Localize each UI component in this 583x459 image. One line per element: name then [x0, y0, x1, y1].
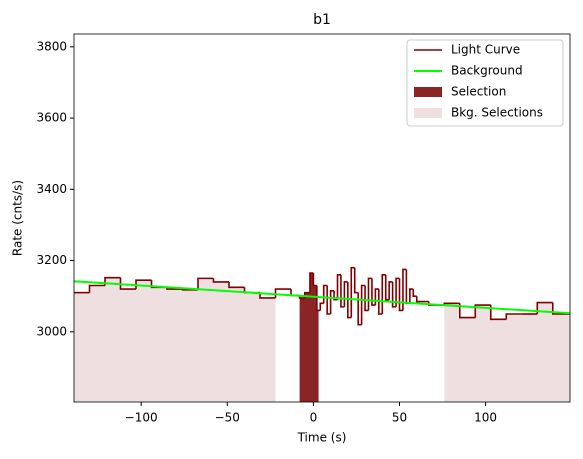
- light-curve-step: [197, 277, 214, 290]
- light-curve-step: [391, 281, 397, 308]
- light-curve-step: [353, 267, 359, 294]
- light-curve-step: [212, 278, 229, 283]
- light-curve-step: [88, 284, 105, 293]
- bkg-selection: [444, 302, 570, 402]
- light-curve-step: [364, 285, 369, 312]
- legend-swatch: [414, 87, 442, 97]
- light-curve-step: [228, 281, 245, 289]
- light-curve-step: [312, 273, 317, 287]
- x-tick-label: 100: [474, 411, 497, 425]
- light-curve-step: [340, 274, 345, 308]
- light-curve-step: [326, 285, 331, 315]
- background-line: [73, 280, 571, 315]
- light-curve-step: [505, 313, 522, 320]
- light-curve-step: [329, 290, 335, 315]
- light-curve-step: [316, 285, 321, 312]
- light-curve-step: [360, 284, 366, 325]
- light-curve-step: [388, 281, 393, 300]
- y-tick-label: 3800: [36, 39, 67, 53]
- light-curve-step: [395, 277, 400, 307]
- y-axis-label: Rate (cnts/s): [11, 180, 25, 256]
- x-axis-label: Time (s): [297, 431, 347, 445]
- light-curve-step: [402, 268, 407, 311]
- light-curve-step: [259, 292, 276, 299]
- legend-box: [406, 39, 564, 127]
- light-curve-step: [333, 290, 338, 301]
- light-curve-step: [409, 288, 414, 304]
- light-curve-step: [489, 305, 507, 321]
- light-curve-step: [347, 281, 352, 319]
- light-curve-step: [319, 302, 324, 311]
- x-tick-label: −100: [125, 411, 158, 425]
- light-curve-step: [474, 304, 491, 318]
- legend-label: Bkg. Selections: [451, 106, 543, 120]
- x-tick-label: 50: [392, 411, 407, 425]
- x-tick-label: −50: [215, 411, 240, 425]
- legend-swatch: [414, 108, 442, 118]
- light-curve-step: [378, 289, 383, 315]
- light-curve-step: [336, 274, 341, 300]
- chart-title: b1: [313, 12, 331, 28]
- selection: [299, 273, 319, 402]
- plot-frame: [73, 33, 571, 403]
- light-curve-step: [458, 303, 476, 319]
- light-curve-step: [309, 272, 314, 293]
- y-tick-label: 3200: [36, 253, 67, 267]
- light-curve-step: [415, 296, 429, 303]
- legend-label: Selection: [451, 85, 506, 99]
- light-curve-step: [384, 274, 390, 301]
- legend-label: Light Curve: [451, 43, 520, 57]
- y-tick-label: 3400: [36, 182, 67, 196]
- light-curve-step: [551, 302, 570, 315]
- legend-label: Background: [451, 64, 523, 78]
- light-curve-step: [119, 277, 136, 290]
- bkg-selection: [74, 277, 276, 402]
- light-curve-step: [350, 266, 355, 318]
- y-tick-label: 3600: [36, 111, 67, 125]
- y-tick-label: 3000: [36, 324, 67, 338]
- light-curve-step: [371, 278, 376, 306]
- light-curve-step: [398, 278, 403, 312]
- light-curve-step: [357, 292, 362, 326]
- light-curve-step: [412, 289, 417, 297]
- x-tick-label: 0: [310, 411, 318, 425]
